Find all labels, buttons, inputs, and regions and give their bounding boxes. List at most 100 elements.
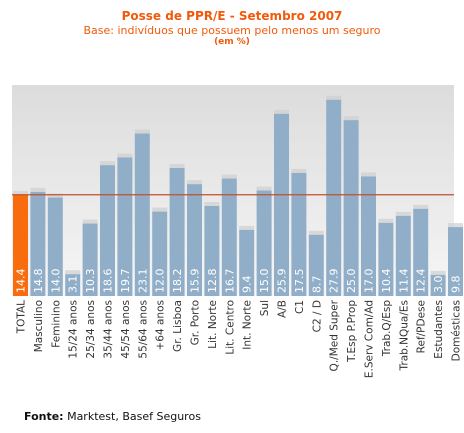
category-label: 15/24 anos: [68, 300, 80, 359]
category-label: +64 anos: [155, 300, 167, 350]
bar-shadow: [82, 219, 98, 224]
value-label: 25.9: [276, 269, 289, 294]
category-label: E.Serv Com/Ad: [364, 300, 376, 378]
category-label: Estudantes: [433, 300, 445, 359]
source-label: Fonte:: [24, 410, 64, 423]
bar-shadow: [413, 204, 429, 209]
category-label: Trab.NQua/Es: [398, 300, 410, 371]
bar-25-34-anos: [82, 223, 98, 296]
bar-ref-pdese: [413, 208, 429, 296]
value-label: 15.0: [258, 269, 271, 294]
value-label: 19.7: [119, 269, 132, 294]
value-label: 9.8: [450, 276, 463, 294]
bar-shadow: [47, 193, 63, 198]
category-label: C2 / D: [311, 300, 323, 332]
bar-dom-sticas: [448, 227, 463, 296]
value-label: 25.0: [345, 269, 358, 294]
bar-45-54-anos: [117, 157, 133, 296]
value-label: 14.0: [49, 269, 62, 294]
value-label: 18.6: [102, 269, 115, 294]
bar-shadow: [308, 230, 324, 235]
value-label: 3.0: [432, 276, 445, 294]
source-note: Fonte: Marktest, Basef Seguros: [24, 410, 201, 423]
bar-shadow: [30, 187, 46, 192]
bar-shadow: [204, 201, 220, 206]
category-label: Ref/PDese: [416, 300, 428, 353]
bar-shadow: [187, 180, 202, 185]
bar-c1: [291, 172, 307, 296]
bar-shadow: [13, 190, 28, 195]
bar-trab-q-esp: [378, 222, 394, 296]
bar-trab-nqua-es: [395, 215, 411, 296]
bar-int-norte: [239, 229, 255, 296]
bar-e-serv-com-ad: [361, 176, 376, 296]
category-label: Domésticas: [451, 300, 463, 361]
category-label: Gr. Lisboa: [172, 300, 184, 352]
value-label: 27.9: [328, 269, 341, 294]
value-label: 12.0: [154, 269, 167, 294]
category-label: Int. Norte: [242, 300, 254, 350]
category-label: Trab.Q/Esp: [381, 300, 393, 358]
source-text: Marktest, Basef Seguros: [67, 410, 201, 423]
bar-64-anos: [152, 211, 168, 296]
category-label: Q./Med Super: [329, 299, 341, 371]
bar-shadow: [343, 116, 359, 121]
bar-15-24-anos: [65, 274, 81, 296]
bar-gr-porto: [187, 184, 202, 296]
bar-a-b: [274, 113, 289, 296]
bar-shadow: [134, 129, 150, 134]
chart-title: Posse de PPR/E - Setembro 2007: [121, 9, 343, 23]
bar-shadow: [152, 207, 168, 212]
bar-q-med-super: [326, 99, 342, 297]
bar-gr-lisboa: [169, 167, 185, 296]
bar-feminino: [47, 197, 63, 296]
value-label: 10.3: [84, 269, 97, 294]
category-label: 45/54 anos: [120, 300, 132, 359]
bar-lit-norte: [204, 205, 220, 296]
category-label: A/B: [277, 300, 289, 318]
bar-shadow: [221, 174, 237, 179]
category-label: Feminino: [50, 300, 62, 348]
bar-35-44-anos: [100, 165, 115, 296]
bar-shadow: [378, 218, 394, 223]
value-label: 16.7: [223, 269, 236, 294]
category-label: Gr. Porto: [190, 300, 202, 345]
bar-estudantes: [430, 274, 446, 296]
value-label: 11.4: [397, 269, 410, 294]
value-label: 18.2: [171, 269, 184, 294]
value-label: 17.5: [293, 269, 306, 294]
bar-masculino: [30, 191, 46, 296]
bar-55-64-anos: [134, 133, 150, 296]
value-label: 3.1: [67, 276, 80, 294]
bar-shadow: [169, 163, 185, 168]
value-label: 8.7: [310, 276, 323, 294]
bar-shadow: [65, 270, 81, 275]
value-label: 12.8: [206, 269, 219, 294]
bar-lit-centro: [221, 178, 237, 296]
category-label: Lit. Centro: [224, 300, 236, 355]
value-label: 14.4: [15, 269, 28, 294]
category-label: TOTAL: [16, 300, 28, 334]
category-label: 35/44 anos: [103, 300, 115, 359]
category-label: T.Esp P.Prop: [346, 300, 358, 363]
category-label: 55/64 anos: [137, 300, 149, 359]
bar-sul: [256, 190, 272, 296]
bar-t-esp-p-prop: [343, 120, 359, 297]
category-label: 25/34 anos: [85, 300, 97, 359]
value-label: 23.1: [136, 269, 149, 294]
value-label: 14.8: [32, 269, 45, 294]
bar-c2-d: [308, 234, 324, 296]
category-label: Lit. Norte: [207, 300, 219, 349]
bar-shadow: [430, 270, 446, 275]
value-label: 15.9: [189, 269, 202, 294]
bar-shadow: [100, 161, 115, 166]
value-label: 9.4: [241, 276, 254, 294]
unit-note: (em %): [214, 37, 250, 47]
bar-total: [13, 194, 28, 296]
category-label: Masculino: [33, 300, 45, 352]
category-label: Sul: [259, 300, 271, 316]
category-label: C1: [294, 300, 306, 314]
chart-subtitle: Base: indivíduos que possuem pelo menos …: [83, 24, 381, 37]
bar-shadow: [326, 95, 342, 100]
